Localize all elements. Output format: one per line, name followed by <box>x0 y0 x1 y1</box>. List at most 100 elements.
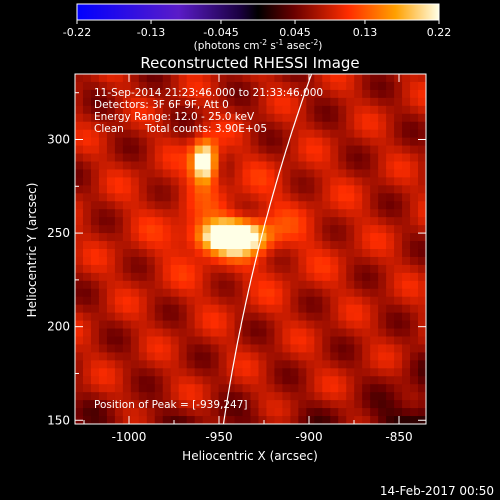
heatmap-cell <box>418 272 426 282</box>
x-axis-label: Heliocentric X (arcsec) <box>182 449 318 463</box>
heatmap-cell <box>114 368 124 377</box>
heatmap-cell <box>226 129 236 139</box>
heatmap-cell <box>75 201 84 210</box>
heatmap-cell <box>266 320 276 330</box>
y-axis-label: Heliocentric Y (arcsec) <box>25 183 39 318</box>
heatmap-cell <box>82 368 92 377</box>
heatmap-cell <box>162 304 172 314</box>
heatmap-cell <box>178 145 188 155</box>
heatmap-cell <box>362 193 371 202</box>
heatmap-cell <box>290 113 299 123</box>
heatmap-cell <box>130 129 140 139</box>
heatmap-cell <box>314 185 323 194</box>
heatmap-cell <box>178 89 188 99</box>
heatmap-cell <box>378 392 387 401</box>
heatmap-cell <box>122 336 132 346</box>
heatmap-cell <box>362 74 371 83</box>
heatmap-cell <box>98 169 108 178</box>
heatmap-cell <box>242 81 252 91</box>
heatmap-cell <box>322 416 331 424</box>
heatmap-cell <box>402 145 411 155</box>
heatmap-cell <box>298 113 307 123</box>
heatmap-cell <box>418 368 426 377</box>
heatmap-cell <box>314 400 323 409</box>
heatmap-cell <box>306 177 315 186</box>
heatmap-cell <box>298 185 307 194</box>
heatmap-cell <box>346 400 355 409</box>
heatmap-cell <box>146 408 156 417</box>
heatmap-cell <box>90 137 100 147</box>
heatmap-cell <box>250 81 260 91</box>
heatmap-cell <box>194 328 204 338</box>
heatmap-cell <box>322 256 331 266</box>
heatmap-cell <box>122 137 132 147</box>
method-text: Clean <box>94 123 124 135</box>
heatmap-cell <box>75 121 84 131</box>
heatmap-cell <box>170 89 180 99</box>
heatmap-cell <box>298 241 307 250</box>
heatmap-cell <box>378 193 387 202</box>
heatmap-cell <box>162 280 172 290</box>
heatmap-cell <box>386 153 395 163</box>
heatmap-cell <box>386 137 395 147</box>
heatmap-cell <box>170 74 180 83</box>
heatmap-cell <box>338 241 347 250</box>
heatmap-cell <box>90 416 100 424</box>
heatmap-cell <box>138 113 148 123</box>
heatmap-cell <box>362 201 371 210</box>
heatmap-cell <box>354 81 363 91</box>
heatmap-cell <box>242 185 252 194</box>
heatmap-cell <box>418 280 426 290</box>
heatmap-cell <box>130 304 140 314</box>
heatmap-cell <box>178 185 188 194</box>
heatmap-cell <box>75 288 84 298</box>
heatmap-cell <box>306 288 315 298</box>
heatmap-cell <box>322 177 331 186</box>
heatmap-cell <box>314 312 323 322</box>
heatmap-cell <box>178 408 188 417</box>
heatmap-cell <box>290 344 299 353</box>
heatmap-cell <box>306 312 315 322</box>
heatmap-cell <box>162 201 172 210</box>
heatmap-cell <box>138 352 148 361</box>
heatmap-cell <box>274 264 284 274</box>
heatmap-cell <box>258 384 268 393</box>
heatmap-cell <box>242 169 252 178</box>
heatmap-cell <box>210 272 220 282</box>
heatmap-cell <box>370 121 379 131</box>
heatmap-cell <box>234 344 244 353</box>
heatmap-cell <box>226 416 236 424</box>
heatmap-cell <box>178 209 188 218</box>
heatmap-cell <box>234 304 244 314</box>
heatmap-cell <box>394 328 403 338</box>
heatmap-cell <box>266 145 276 155</box>
heatmap-cell <box>402 368 411 377</box>
colorbar-tick-label: -0.22 <box>63 26 91 39</box>
heatmap-cell <box>154 145 164 155</box>
heatmap-cell <box>370 105 379 115</box>
heatmap-cell <box>378 97 387 107</box>
heatmap-cell <box>370 360 379 369</box>
heatmap-cell <box>130 352 140 361</box>
heatmap-cell <box>130 153 140 163</box>
heatmap-cell <box>122 97 132 107</box>
heatmap-cell <box>362 241 371 250</box>
heatmap-cell <box>210 209 220 218</box>
heatmap-cell <box>394 225 403 234</box>
heatmap-cell <box>234 408 244 417</box>
heatmap-cell <box>162 161 172 171</box>
heatmap-cell <box>162 145 172 155</box>
heatmap-cell <box>378 81 387 91</box>
heatmap-cell <box>306 344 315 353</box>
heatmap-cell <box>338 185 347 194</box>
heatmap-cell <box>282 129 291 139</box>
heatmap-cell <box>394 272 403 282</box>
heatmap-cell <box>82 256 92 266</box>
heatmap-cell <box>106 193 116 202</box>
heatmap-cell <box>234 360 244 369</box>
heatmap-cell <box>306 376 315 385</box>
heatmap-cell <box>250 336 260 346</box>
heatmap-cell <box>226 256 236 266</box>
heatmap-cell <box>290 416 299 424</box>
heatmap-cell <box>202 352 212 361</box>
